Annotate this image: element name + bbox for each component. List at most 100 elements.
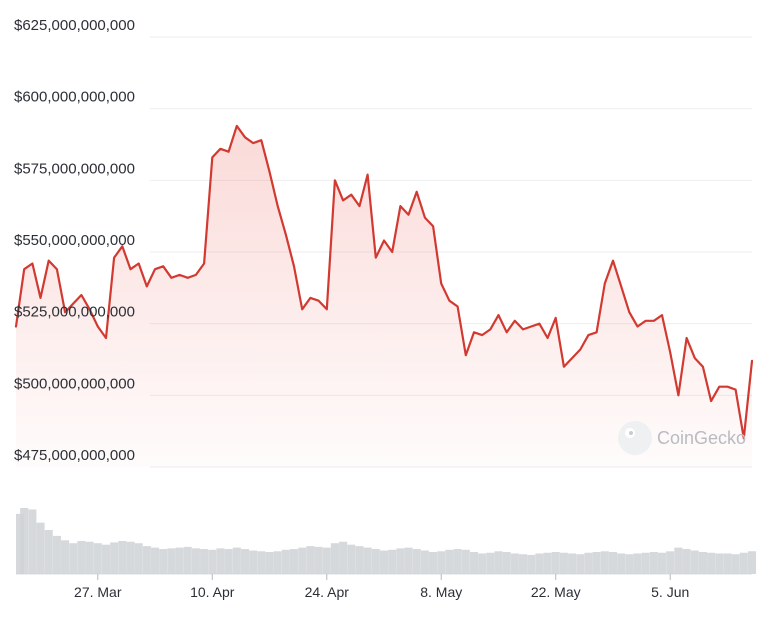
volume-bar: [142, 546, 151, 574]
price-area: [16, 125, 752, 468]
volume-bar: [747, 551, 757, 574]
volume-bar: [281, 549, 290, 574]
volume-bar: [314, 546, 323, 574]
y-tick-label: $575,000,000,000: [14, 160, 135, 177]
volume-bar: [543, 552, 552, 574]
price-line: [14, 124, 754, 440]
volume-bar: [707, 552, 716, 574]
coingecko-watermark: CoinGecko: [618, 421, 746, 455]
volume-bar: [584, 552, 593, 574]
volume-bar: [404, 547, 413, 574]
volume-bar: [306, 546, 315, 574]
volume-bar: [682, 549, 691, 574]
volume-bar: [52, 535, 61, 574]
volume-bar: [77, 541, 86, 574]
volume-bar: [330, 543, 339, 574]
volume-bar: [36, 522, 45, 574]
volume-bar: [232, 547, 241, 574]
volume-bar: [93, 543, 102, 574]
volume-bar: [265, 552, 274, 574]
volume-bar: [28, 509, 37, 574]
volume-bar: [150, 547, 160, 574]
volume-bar: [167, 548, 176, 574]
volume-bar: [715, 553, 724, 574]
volume-bar: [85, 541, 94, 574]
volume-bar: [731, 554, 740, 574]
volume-bar: [633, 553, 642, 574]
y-tick-label: $625,000,000,000: [14, 17, 135, 34]
x-tick-label: 22. May: [531, 584, 581, 600]
volume-bar: [101, 544, 110, 574]
volume-bar: [396, 548, 405, 574]
volume-bar: [298, 547, 307, 574]
volume-bar: [641, 552, 650, 574]
volume-bar: [134, 543, 143, 574]
volume-bar: [118, 541, 127, 574]
volume-bar: [290, 549, 299, 574]
y-axis-labels: $625,000,000,000 $600,000,000,000 $575,000…: [14, 17, 135, 464]
x-tick-label: 10. Apr: [190, 584, 235, 600]
volume-bar: [478, 553, 487, 574]
volume-bar: [355, 546, 364, 574]
volume-bar: [502, 552, 511, 574]
volume-bar: [371, 549, 380, 574]
volume-bar: [363, 547, 372, 574]
volume-bar: [159, 549, 168, 574]
x-tick-label: 24. Apr: [305, 584, 350, 600]
volume-bar: [339, 541, 348, 574]
volume-bar: [379, 550, 389, 574]
volume-bar: [200, 549, 209, 574]
volume-bar: [20, 508, 29, 574]
volume-bar: [592, 552, 601, 574]
volume-bar: [61, 540, 70, 574]
volume-bar: [494, 551, 503, 574]
volume-bar: [191, 548, 200, 574]
volume-bar: [69, 543, 78, 574]
volume-bar: [44, 530, 53, 574]
volume-bar: [649, 552, 658, 574]
x-tick-label: 27. Mar: [74, 584, 122, 600]
volume-bar: [429, 552, 438, 574]
volume-bar: [445, 549, 454, 574]
volume-bar: [437, 551, 446, 574]
volume-bar: [559, 552, 568, 574]
volume-bars: [16, 508, 757, 574]
volume-bar: [273, 551, 282, 574]
volume-bar: [469, 552, 478, 574]
volume-bar: [216, 548, 225, 574]
x-axis-labels: 27. Mar 10. Apr 24. Apr 8. May 22. May 5. Jun: [74, 574, 689, 600]
watermark-text: CoinGecko: [657, 428, 746, 448]
volume-bar: [224, 549, 233, 574]
volume-bar: [322, 547, 331, 574]
volume-bar: [486, 552, 495, 574]
volume-bar: [576, 554, 585, 574]
price-area-fill: [16, 125, 752, 468]
volume-bar: [347, 544, 356, 574]
y-tick-label: $475,000,000,000: [14, 447, 135, 464]
volume-bar: [739, 552, 748, 574]
volume-bar: [723, 553, 732, 574]
volume-bar: [183, 546, 192, 574]
volume-bar: [453, 549, 462, 574]
volume-bar: [698, 552, 707, 574]
volume-bar: [110, 542, 119, 574]
price-line-group: [14, 124, 754, 440]
y-tick-label: $600,000,000,000: [14, 89, 135, 106]
volume-bar: [551, 552, 560, 574]
volume-bar: [412, 549, 421, 574]
volume-bar: [690, 550, 699, 574]
y-tick-label: $500,000,000,000: [14, 375, 135, 392]
volume-bar: [568, 553, 577, 574]
volume-bar: [535, 553, 544, 574]
volume-bar: [666, 551, 675, 574]
volume-bar: [625, 554, 634, 574]
gecko-logo-icon: [618, 421, 652, 455]
volume-bar: [674, 547, 683, 574]
volume-bar: [518, 554, 528, 574]
x-tick-label: 5. Jun: [651, 584, 689, 600]
volume-bar: [617, 553, 626, 574]
y-tick-label: $550,000,000,000: [14, 232, 135, 249]
volume-bar: [527, 554, 536, 574]
volume-bar: [240, 549, 250, 574]
